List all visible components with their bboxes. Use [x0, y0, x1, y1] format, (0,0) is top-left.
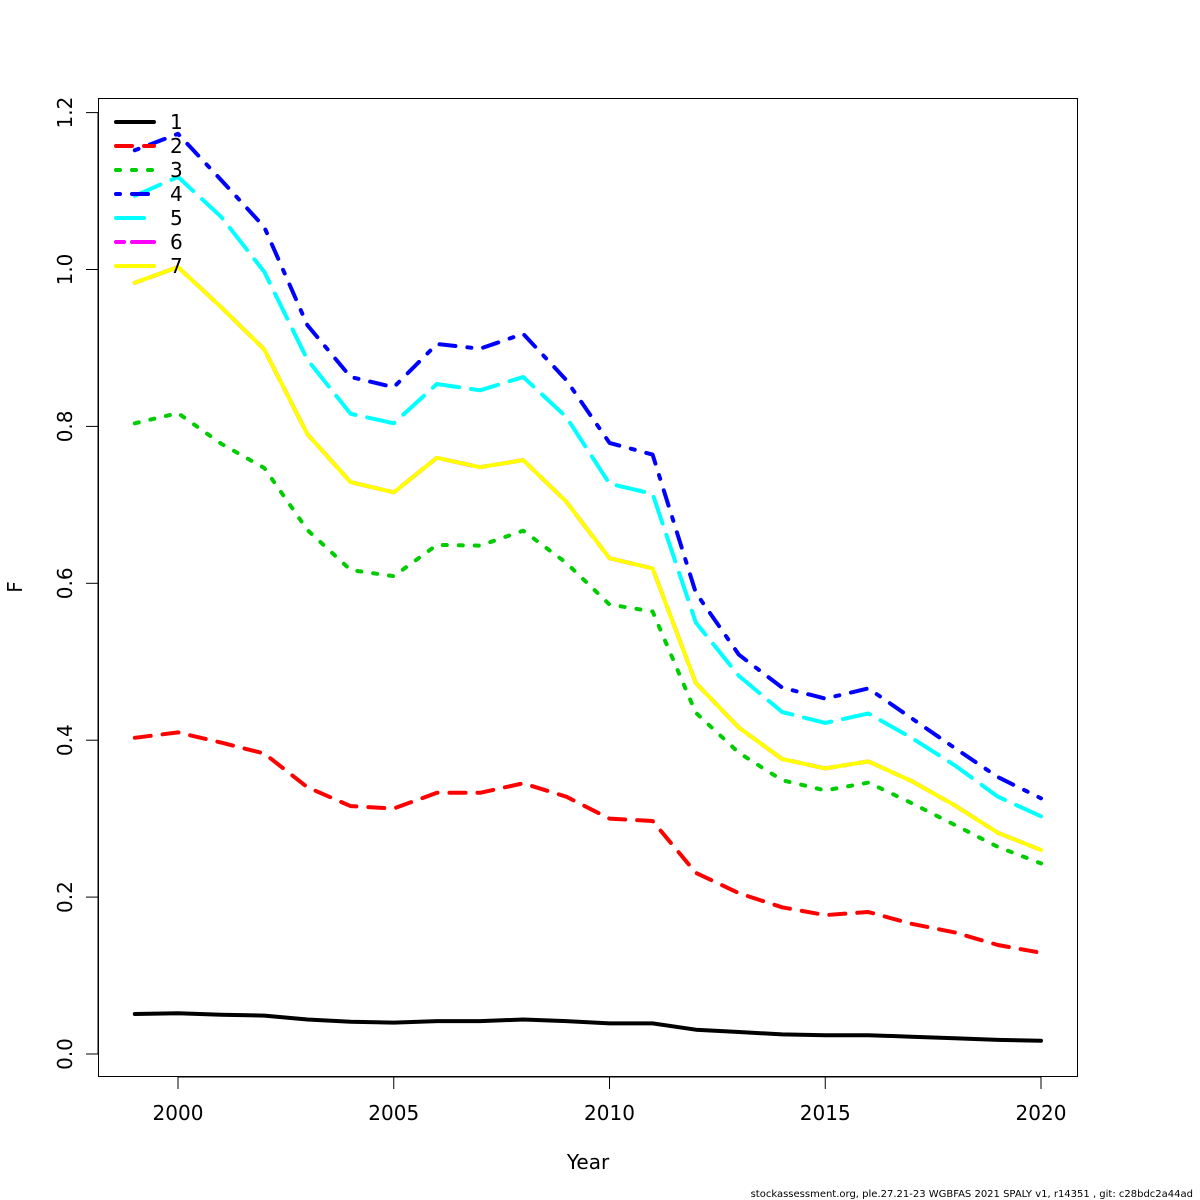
- series-line-4: [132, 131, 1043, 801]
- series-line-1: [132, 1011, 1043, 1043]
- y-tick-label: 0.4: [53, 724, 77, 756]
- series-layer: [132, 131, 1043, 1043]
- x-tick-label: 2020: [1016, 1101, 1067, 1125]
- y-axis: 0.0 0.2 0.4 0.6 0.8 1.0 1.2: [53, 97, 99, 1070]
- legend-item-3: 3: [114, 158, 183, 182]
- legend-label: 2: [170, 134, 183, 158]
- series-line-7: [132, 265, 1043, 852]
- legend-item-7: 7: [114, 254, 183, 278]
- series-line-6: [132, 265, 1043, 852]
- y-tick-label: 0.8: [53, 410, 77, 442]
- y-tick-label: 0.6: [53, 567, 77, 599]
- legend-label: 6: [170, 230, 183, 254]
- series-line-3: [132, 411, 1043, 866]
- y-tick-label: 1.2: [53, 97, 77, 129]
- legend-label: 3: [170, 158, 183, 182]
- legend-label: 7: [170, 254, 183, 278]
- x-axis-label: Year: [566, 1150, 610, 1174]
- y-axis-label: F: [3, 581, 27, 593]
- legend-item-1: 1: [114, 110, 183, 134]
- x-axis: 2000 2005 2010 2015 2020: [153, 1076, 1067, 1125]
- y-tick-label: 0.0: [53, 1038, 77, 1070]
- footer-text: stockassessment.org, ple.27.21-23 WGBFAS…: [751, 1189, 1193, 1200]
- legend-item-2: 2: [114, 134, 183, 158]
- x-tick-label: 2015: [800, 1101, 851, 1125]
- legend-item-5: 5: [114, 206, 183, 230]
- x-tick-label: 2000: [153, 1101, 204, 1125]
- legend-label: 5: [170, 206, 183, 230]
- y-tick-label: 1.0: [53, 254, 77, 286]
- legend-label: 1: [170, 110, 183, 134]
- legend-label: 4: [170, 182, 183, 206]
- legend-item-4: 4: [114, 182, 183, 206]
- series-line-5: [132, 174, 1043, 819]
- x-tick-label: 2010: [584, 1101, 635, 1125]
- y-tick-label: 0.2: [53, 881, 77, 913]
- x-tick-label: 2005: [368, 1101, 419, 1125]
- legend-item-6: 6: [114, 230, 183, 254]
- series-line-2: [132, 730, 1043, 955]
